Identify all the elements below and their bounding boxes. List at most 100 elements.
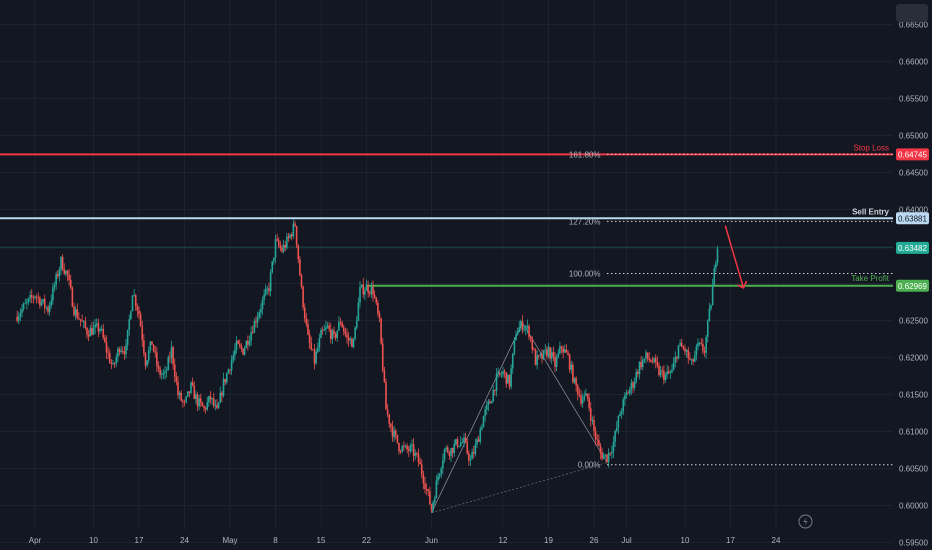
candle-body [466,441,469,454]
candle-body [65,270,67,274]
candle-body [562,347,564,353]
price-tick-label: 0.65500 [899,95,928,104]
time-tick-label: 17 [135,536,144,545]
candle-body [599,445,602,454]
candle-body [328,325,330,330]
candle-body [258,312,261,318]
candle-body [247,341,249,345]
candle-body [394,430,397,435]
candle-body [225,373,228,383]
candle-body [222,378,225,396]
candle-body [667,371,670,374]
candle-body [253,321,256,333]
candle-body [151,341,153,345]
candle-body [586,393,589,398]
candle-body [570,364,573,370]
candle-body [399,451,402,452]
candle-body [427,489,430,492]
candle-body [48,305,51,312]
candle-body [195,394,197,399]
time-axis[interactable]: Apr 10 17 24 May 8 15 22 Jun 12 19 26 Jul 10 17 24 [29,536,781,545]
candle-body [199,398,202,403]
candle-body [295,226,298,246]
candle-body [531,338,534,350]
candle-body [518,327,521,333]
candle-body [297,245,300,260]
price-tick-label: 0.64000 [899,205,928,214]
candle-body [716,248,719,264]
candle-body [602,455,605,459]
candle-body [175,376,178,382]
candle-body [625,392,628,396]
candle-body [17,316,20,321]
candle-body [261,299,264,310]
candle-body [40,301,43,306]
candle-body [61,256,64,270]
candle-body [648,358,651,360]
trade-levels: Stop Loss Sell Entry Take Profit [0,143,893,287]
candle-body [102,328,105,338]
candle-body [383,370,386,383]
candle-body [154,351,157,353]
level-label: Stop Loss [853,143,889,152]
candle-body [336,330,339,338]
chart-menu-button[interactable] [896,4,928,22]
candle-body [560,346,563,348]
candle-body [364,290,366,295]
candle-body [282,245,285,252]
candle-body [117,348,119,358]
candle-body [617,416,620,428]
candle-body [29,295,31,299]
candle-body [643,358,646,361]
candle-body [437,476,439,481]
candle-body [357,302,360,322]
candle-body [334,333,337,338]
candle-body [641,360,644,368]
candle-body [26,301,28,304]
candle-body [420,464,423,475]
candle-body [372,286,374,295]
candle-body [310,343,313,350]
candle-body [505,372,508,384]
candle-body [368,292,371,294]
pattern-base [431,462,608,514]
candle-body [271,261,274,273]
candle-body [640,361,642,368]
candle-body [516,332,519,336]
candle-body [315,352,317,364]
candle-body [180,392,183,401]
candle-body [238,343,241,346]
candle-body [555,357,558,367]
candle-body [429,491,431,505]
candle-body [550,352,553,359]
candle-body [661,370,664,372]
candle-body [663,370,665,381]
candle-body [321,329,324,331]
price-tick-label: 0.64500 [899,169,928,178]
candle-body [144,353,147,366]
candle-body [240,345,243,349]
candle-body [108,353,111,363]
candle-body [620,411,623,414]
candle-body [43,298,46,308]
candle-body [245,341,248,349]
candle-body [146,360,148,366]
candle-body [279,245,282,248]
candle-body [645,352,647,359]
candle-body [30,295,33,298]
candle-body [84,321,87,329]
candle-body [81,320,83,322]
candle-body [443,449,446,461]
candle-body [693,355,696,362]
candle-body [598,440,600,446]
candle-body [547,347,550,357]
candle-body [45,307,48,309]
candle-body [35,296,38,298]
replay-icon[interactable] [798,514,813,529]
candle-body [580,395,582,404]
candle-body [541,353,543,360]
candle-body [658,365,660,376]
candle-body [243,348,246,355]
candle-body [706,320,709,337]
